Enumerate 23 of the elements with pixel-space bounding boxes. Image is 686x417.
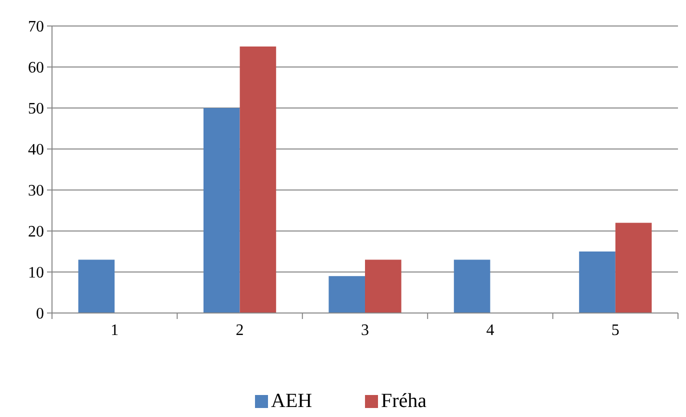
y-tick-label: 40 xyxy=(28,142,44,159)
bar xyxy=(615,222,652,313)
bar xyxy=(240,46,276,313)
y-tick-label: 30 xyxy=(28,182,44,200)
x-tick-label: 5 xyxy=(611,322,620,339)
legend-label: AEH xyxy=(271,390,312,412)
bar xyxy=(78,260,115,313)
bar xyxy=(579,252,616,313)
bar xyxy=(365,260,402,313)
x-tick-label: 1 xyxy=(110,322,119,339)
y-tick-label: 20 xyxy=(28,224,44,241)
bar xyxy=(454,260,490,313)
y-tick-label: 0 xyxy=(36,306,44,323)
y-tick-label: 60 xyxy=(28,60,44,77)
bar xyxy=(203,108,240,313)
x-tick-label: 4 xyxy=(486,322,494,339)
bar xyxy=(328,276,365,313)
x-tick-label: 2 xyxy=(236,322,244,339)
y-tick-label: 10 xyxy=(28,264,44,282)
legend-label: Fréha xyxy=(381,390,427,412)
y-tick-label: 50 xyxy=(28,100,44,118)
y-tick-label: 70 xyxy=(28,18,44,36)
x-tick-label: 3 xyxy=(361,322,369,339)
